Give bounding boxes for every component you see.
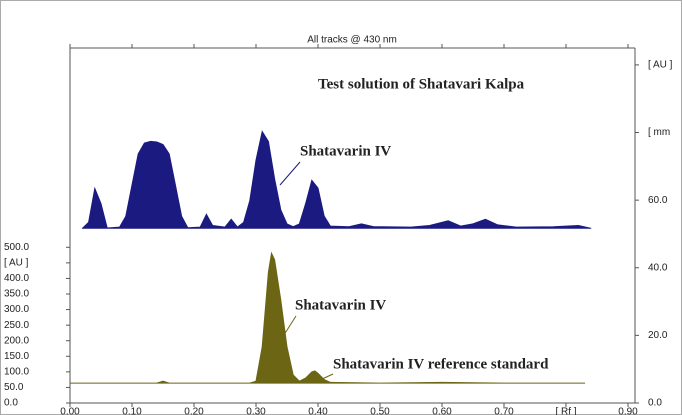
x-tick-label: 0.00 (60, 407, 80, 415)
annotation: Shatavarin IV (295, 297, 386, 313)
x-tick-label: 0.10 (122, 407, 142, 415)
y-tick-label: 400.0 (4, 273, 29, 284)
leader-line (319, 373, 334, 381)
x-tick-label: 0.40 (308, 407, 328, 415)
y-tick-label: 250.0 (4, 320, 29, 331)
y-tick-label: 200.0 (4, 335, 29, 346)
trace-area (69, 251, 586, 384)
y-tick-label: 0.0 (4, 398, 18, 409)
y2-tick-label: 60.0 (648, 195, 668, 206)
x-tick-label: 0.20 (184, 407, 204, 415)
y-tick-label: 500.0 (4, 242, 29, 253)
leader-line (279, 161, 301, 186)
y-tick-label: 100.0 (4, 367, 29, 378)
x-tick-label: 0.30 (246, 407, 266, 415)
annotation: Shatavarin IV (300, 143, 391, 159)
y-tick-label: 350.0 (4, 289, 29, 300)
annotation: Shatavarin IV reference standard (333, 356, 549, 372)
x-tick-label: 0.90 (618, 407, 638, 415)
x-tick-label: [ Rf ] (555, 407, 576, 415)
trace-area (81, 130, 592, 229)
x-tick-label: 0.60 (432, 407, 452, 415)
y-tick-label: 50.0 (4, 382, 24, 393)
y-tick-label: [ AU ] (4, 258, 29, 269)
annotation: Test solution of Shatavari Kalpa (318, 76, 525, 92)
leader-line (281, 315, 297, 339)
y2-tick-label: [ mm (648, 127, 670, 138)
y2-tick-label: 0.0 (648, 398, 662, 409)
x-tick-label: 0.50 (370, 407, 390, 415)
y2-tick-label: [ AU ] (648, 60, 673, 71)
y2-tick-label: 20.0 (648, 330, 668, 341)
y-tick-label: 150.0 (4, 351, 29, 362)
y-tick-label: 300.0 (4, 304, 29, 315)
x-tick-label: 0.70 (494, 407, 514, 415)
y2-tick-label: 40.0 (648, 262, 668, 273)
chart-title: All tracks @ 430 nm (307, 35, 397, 46)
